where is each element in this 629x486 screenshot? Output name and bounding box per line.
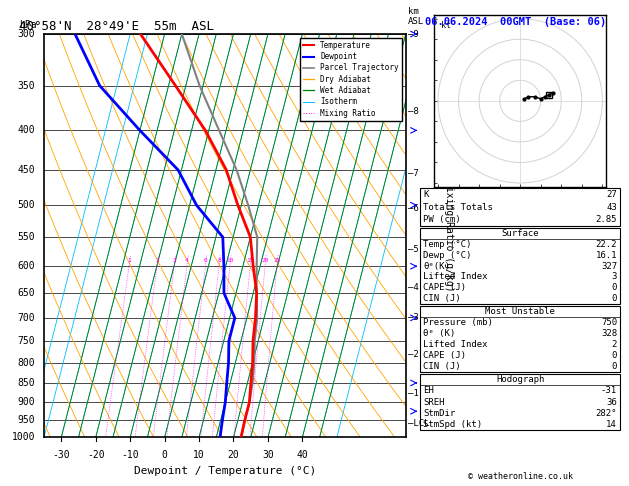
Text: CAPE (J): CAPE (J)	[423, 283, 466, 292]
Text: –LCL: –LCL	[408, 419, 429, 428]
Text: 850: 850	[18, 378, 35, 388]
Text: Hodograph: Hodograph	[496, 375, 544, 384]
Text: 3: 3	[172, 258, 176, 263]
Text: 600: 600	[18, 261, 35, 271]
Text: 750: 750	[18, 336, 35, 346]
Text: 8: 8	[217, 258, 221, 263]
Text: 30: 30	[262, 450, 274, 459]
Text: km
ASL: km ASL	[408, 7, 424, 26]
Text: 0: 0	[611, 283, 617, 292]
Text: -10: -10	[121, 450, 139, 459]
Text: θᵉ (K): θᵉ (K)	[423, 329, 455, 338]
Text: 1000: 1000	[11, 433, 35, 442]
Text: Most Unstable: Most Unstable	[485, 307, 555, 316]
Text: –8: –8	[408, 107, 418, 116]
Text: EH: EH	[423, 386, 434, 396]
Text: Lifted Index: Lifted Index	[423, 340, 488, 349]
Text: Totals Totals: Totals Totals	[423, 203, 493, 211]
Text: 300: 300	[18, 29, 35, 39]
Text: 20: 20	[261, 258, 269, 263]
Text: 0: 0	[162, 450, 167, 459]
Text: CAPE (J): CAPE (J)	[423, 351, 466, 360]
Text: 10: 10	[193, 450, 205, 459]
Text: 20: 20	[228, 450, 240, 459]
Text: 2: 2	[155, 258, 159, 263]
Text: PW (cm): PW (cm)	[423, 215, 461, 224]
Text: 6: 6	[204, 258, 208, 263]
Text: StmDir: StmDir	[423, 409, 455, 418]
Text: 3: 3	[611, 272, 617, 281]
Text: –2: –2	[408, 349, 418, 359]
Text: 450: 450	[18, 165, 35, 175]
Text: –1: –1	[408, 389, 418, 399]
Text: -30: -30	[52, 450, 70, 459]
Text: –6: –6	[408, 204, 418, 213]
Text: 40°58'N  28°49'E  55m  ASL: 40°58'N 28°49'E 55m ASL	[19, 20, 214, 33]
Text: Dewp (°C): Dewp (°C)	[423, 251, 472, 260]
Text: 550: 550	[18, 232, 35, 242]
Text: Mixing Ratio (g/kg): Mixing Ratio (g/kg)	[444, 180, 454, 292]
Text: Surface: Surface	[501, 229, 539, 238]
Text: © weatheronline.co.uk: © weatheronline.co.uk	[468, 472, 572, 481]
Text: 14: 14	[606, 420, 617, 429]
Text: SREH: SREH	[423, 398, 445, 407]
Text: 650: 650	[18, 288, 35, 298]
Text: Pressure (mb): Pressure (mb)	[423, 318, 493, 327]
Text: 800: 800	[18, 358, 35, 367]
Text: 950: 950	[18, 415, 35, 425]
Text: Lifted Index: Lifted Index	[423, 272, 488, 281]
Text: K: K	[423, 190, 429, 199]
Text: 282°: 282°	[596, 409, 617, 418]
Text: 2.85: 2.85	[596, 215, 617, 224]
Text: StmSpd (kt): StmSpd (kt)	[423, 420, 482, 429]
Text: 0: 0	[611, 351, 617, 360]
Text: 25: 25	[273, 258, 281, 263]
Text: Temp (°C): Temp (°C)	[423, 240, 472, 249]
Text: 750: 750	[601, 318, 617, 327]
Text: 500: 500	[18, 200, 35, 210]
Text: 1: 1	[127, 258, 131, 263]
Text: 4: 4	[185, 258, 189, 263]
Text: 0: 0	[611, 362, 617, 371]
Text: 327: 327	[601, 261, 617, 271]
Text: θᵉ(K): θᵉ(K)	[423, 261, 450, 271]
Text: 43: 43	[606, 203, 617, 211]
Text: 900: 900	[18, 397, 35, 407]
Text: –9: –9	[408, 30, 418, 38]
Text: –4: –4	[408, 283, 418, 293]
Text: 0: 0	[611, 294, 617, 303]
Text: 40: 40	[296, 450, 308, 459]
Text: 350: 350	[18, 81, 35, 91]
Text: hPa: hPa	[19, 20, 36, 30]
Text: -31: -31	[601, 386, 617, 396]
Text: 16.1: 16.1	[596, 251, 617, 260]
Text: 10: 10	[226, 258, 233, 263]
Text: 400: 400	[18, 125, 35, 136]
Text: kt: kt	[441, 21, 451, 31]
Text: 15: 15	[247, 258, 254, 263]
Text: 700: 700	[18, 313, 35, 323]
Text: 22.2: 22.2	[596, 240, 617, 249]
Text: –3: –3	[408, 313, 418, 322]
Text: Dewpoint / Temperature (°C): Dewpoint / Temperature (°C)	[134, 466, 316, 476]
Text: 328: 328	[601, 329, 617, 338]
Text: 06.06.2024  00GMT  (Base: 06): 06.06.2024 00GMT (Base: 06)	[425, 17, 606, 27]
Legend: Temperature, Dewpoint, Parcel Trajectory, Dry Adiabat, Wet Adiabat, Isotherm, Mi: Temperature, Dewpoint, Parcel Trajectory…	[299, 38, 402, 121]
Text: –5: –5	[408, 244, 418, 254]
Text: 27: 27	[606, 190, 617, 199]
Text: –7: –7	[408, 169, 418, 178]
Text: CIN (J): CIN (J)	[423, 362, 461, 371]
Text: -20: -20	[87, 450, 104, 459]
Text: 2: 2	[611, 340, 617, 349]
Text: CIN (J): CIN (J)	[423, 294, 461, 303]
Text: 36: 36	[606, 398, 617, 407]
